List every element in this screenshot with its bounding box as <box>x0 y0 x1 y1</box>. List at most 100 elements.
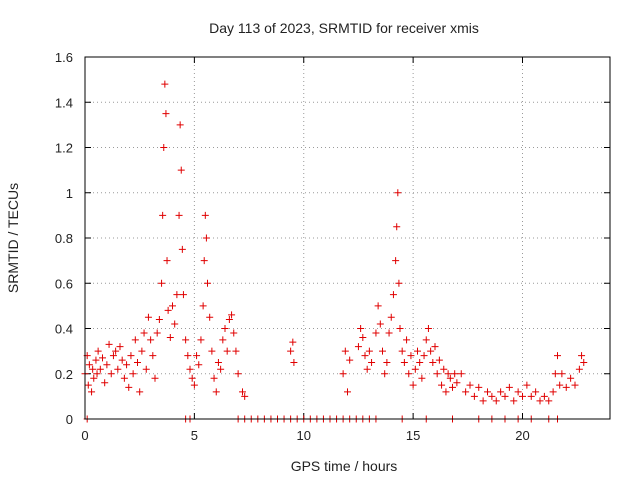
data-point <box>239 388 246 396</box>
data-point <box>479 397 487 405</box>
data-point <box>149 352 157 360</box>
data-point <box>197 336 205 344</box>
data-point <box>109 352 117 360</box>
data-point <box>549 388 557 396</box>
data-point <box>532 388 540 396</box>
data-point <box>125 383 133 391</box>
x-axis-label: GPS time / hours <box>291 458 398 474</box>
data-point <box>127 352 135 360</box>
data-point <box>103 361 111 369</box>
data-point <box>536 397 544 405</box>
data-point <box>558 370 566 378</box>
data-point <box>206 313 214 321</box>
data-point <box>368 358 376 366</box>
data-point <box>556 381 564 389</box>
data-point <box>519 392 526 400</box>
data-point <box>346 356 354 364</box>
y-tick-label: 0.4 <box>55 322 73 337</box>
data-point <box>505 383 513 391</box>
data-point <box>186 365 194 373</box>
data-point <box>177 166 185 174</box>
data-point <box>392 257 400 265</box>
data-point <box>188 374 196 382</box>
data-point <box>475 383 483 391</box>
data-point <box>93 370 101 378</box>
data-point <box>462 388 470 396</box>
data-point <box>208 347 216 355</box>
data-point <box>155 315 163 323</box>
y-tick-label: 1 <box>66 186 73 201</box>
data-point <box>182 336 190 344</box>
data-point <box>446 374 454 382</box>
data-point <box>405 370 413 378</box>
data-point <box>545 397 553 405</box>
data-point <box>562 383 570 391</box>
data-point <box>344 388 351 396</box>
data-point <box>201 211 209 219</box>
data-point <box>112 347 120 355</box>
data-point <box>230 329 238 337</box>
data-point <box>580 358 588 366</box>
data-point <box>287 347 295 355</box>
data-point <box>96 365 104 373</box>
data-point <box>289 338 297 346</box>
data-point <box>195 361 203 369</box>
data-point <box>161 80 169 88</box>
data-point <box>118 356 126 364</box>
data-point <box>440 365 448 373</box>
data-point <box>372 329 380 337</box>
x-tick-label: 15 <box>406 428 420 443</box>
data-point <box>411 365 419 373</box>
data-point <box>359 334 367 342</box>
data-point <box>190 381 198 389</box>
data-point <box>394 189 402 197</box>
data-point <box>376 320 384 328</box>
data-point <box>176 121 184 129</box>
data-point <box>129 370 137 378</box>
data-point <box>232 347 240 355</box>
grid-lines <box>85 57 610 419</box>
y-tick-label: 1.6 <box>55 50 73 65</box>
data-point <box>89 365 97 373</box>
data-point <box>290 358 298 366</box>
data-point <box>433 370 441 378</box>
plot-area-frame <box>84 56 611 420</box>
data-point <box>540 392 548 400</box>
y-tick-label: 0.8 <box>55 231 73 246</box>
data-point <box>466 381 474 389</box>
data-point <box>551 370 559 378</box>
data-point <box>94 347 102 355</box>
data-point <box>90 374 98 382</box>
data-point <box>339 370 347 378</box>
data-point <box>142 365 150 373</box>
y-tick-label: 1.4 <box>55 95 73 110</box>
data-point <box>395 279 403 287</box>
x-tick-label: 20 <box>515 428 529 443</box>
data-point <box>571 381 579 389</box>
data-point <box>354 343 362 351</box>
data-point <box>414 347 421 355</box>
data-point <box>363 365 371 373</box>
data-point <box>381 370 389 378</box>
data-point <box>409 381 417 389</box>
data-point <box>223 347 231 355</box>
x-tick-label: 0 <box>81 428 88 443</box>
data-point <box>166 334 174 342</box>
data-point <box>431 343 439 351</box>
data-point <box>451 370 459 378</box>
data-point <box>361 352 369 360</box>
data-point <box>144 313 152 321</box>
data-point <box>116 343 124 351</box>
data-point <box>234 370 242 378</box>
data-point <box>214 358 222 366</box>
data-point <box>163 257 171 265</box>
data-point <box>416 358 424 366</box>
data-point <box>403 336 411 344</box>
data-point <box>527 392 535 400</box>
data-point <box>453 379 461 387</box>
data-point <box>365 347 373 355</box>
y-axis-label: SRMTID / TECUs <box>5 183 21 293</box>
y-tick-label: 0.6 <box>55 276 73 291</box>
data-point <box>393 223 401 231</box>
